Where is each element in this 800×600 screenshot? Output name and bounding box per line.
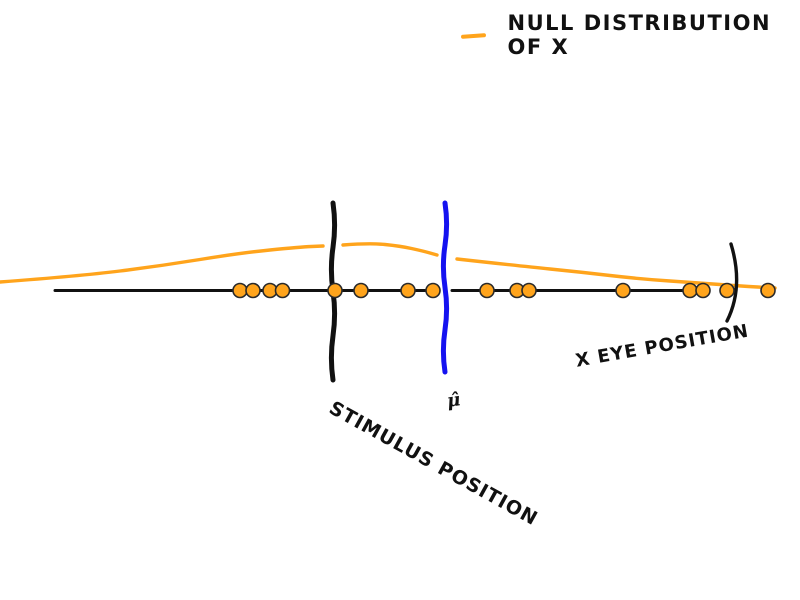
null-distribution-curve [341,242,439,257]
eye-position-dot [479,282,495,299]
mu-hat-label: μ̂ [445,389,463,412]
legend-line-swatch [460,33,486,39]
eye-position-dot [400,282,416,299]
legend: NULL DISTRIBUTION OF X [460,11,800,60]
axis-end-bracket [725,242,739,323]
eye-position-dot [682,282,698,299]
eye-position-dot [425,282,441,299]
eye-position-dot [353,282,369,299]
eye-position-dot [327,282,343,299]
eye-position-dot [719,282,735,299]
eye-position-dot [521,282,537,299]
legend-label: NULL DISTRIBUTION OF X [507,11,772,59]
eye-position-dot [615,282,631,299]
eye-position-dot [274,282,291,299]
eye-position-dot [760,282,776,299]
eye-position-dot [695,282,711,299]
null-distribution-curve [0,244,325,284]
eye-position-dot [232,282,248,299]
eye-position-dot [245,282,261,299]
mu-line [440,200,450,375]
